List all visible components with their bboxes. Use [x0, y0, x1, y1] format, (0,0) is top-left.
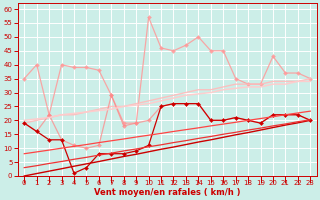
X-axis label: Vent moyen/en rafales ( km/h ): Vent moyen/en rafales ( km/h ) [94, 188, 241, 197]
